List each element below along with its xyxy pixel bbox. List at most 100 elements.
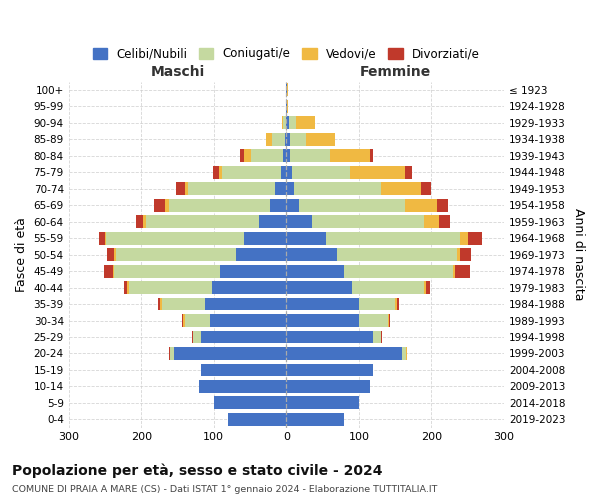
Bar (397, 298, 399, 310)
Bar (460, 232, 467, 244)
Bar (453, 264, 455, 278)
Bar (286, 264, 344, 278)
Bar (251, 150, 283, 162)
Bar (285, 133, 286, 145)
Bar (275, 182, 286, 195)
Bar (201, 330, 286, 344)
Bar (154, 199, 165, 211)
Bar (219, 166, 223, 178)
Bar (136, 216, 143, 228)
Bar (199, 380, 286, 393)
Bar (286, 298, 359, 310)
Bar (460, 248, 471, 261)
Bar (290, 133, 306, 145)
Bar (228, 413, 286, 426)
Bar (352, 281, 424, 294)
Bar (326, 232, 460, 244)
Bar (380, 330, 382, 344)
Bar (105, 232, 106, 244)
Bar (287, 84, 288, 96)
Bar (421, 182, 431, 195)
Bar (289, 116, 296, 130)
Bar (169, 347, 170, 360)
Bar (286, 248, 337, 261)
Bar (457, 248, 460, 261)
Bar (165, 199, 169, 211)
Bar (115, 248, 116, 261)
Bar (192, 330, 193, 344)
Bar (286, 133, 290, 145)
Bar (107, 248, 115, 261)
Bar (286, 380, 370, 393)
Bar (170, 347, 174, 360)
Bar (350, 166, 404, 178)
Bar (380, 182, 421, 195)
Bar (236, 248, 286, 261)
Bar (287, 100, 288, 113)
Bar (212, 281, 286, 294)
Bar (223, 166, 281, 178)
Bar (286, 232, 326, 244)
Bar (286, 364, 373, 376)
Y-axis label: Fasce di età: Fasce di età (15, 217, 28, 292)
Bar (213, 166, 219, 178)
Bar (286, 413, 344, 426)
Y-axis label: Anni di nascita: Anni di nascita (572, 208, 585, 301)
Bar (404, 199, 437, 211)
Bar (286, 396, 359, 409)
Bar (193, 330, 201, 344)
Text: Popolazione per età, sesso e stato civile - 2024: Popolazione per età, sesso e stato civil… (12, 464, 383, 478)
Bar (282, 116, 283, 130)
Bar (455, 264, 470, 278)
Bar (115, 264, 220, 278)
Bar (427, 281, 430, 294)
Bar (169, 199, 271, 211)
Bar (271, 199, 286, 211)
Bar (286, 330, 373, 344)
Bar (99, 232, 105, 244)
Bar (201, 364, 286, 376)
Bar (337, 248, 457, 261)
Bar (129, 281, 212, 294)
Bar (116, 248, 236, 261)
Bar (388, 314, 389, 327)
Bar (272, 133, 285, 145)
Bar (403, 347, 406, 360)
Text: Maschi: Maschi (151, 65, 205, 79)
Bar (286, 182, 293, 195)
Bar (104, 264, 113, 278)
Bar (286, 347, 403, 360)
Bar (106, 232, 244, 244)
Bar (404, 166, 412, 178)
Bar (344, 264, 453, 278)
Bar (286, 150, 290, 162)
Bar (244, 232, 286, 244)
Bar (124, 281, 127, 294)
Bar (306, 133, 335, 145)
Bar (143, 216, 146, 228)
Bar (467, 232, 482, 244)
Bar (185, 182, 188, 195)
Bar (158, 298, 160, 310)
Bar (160, 298, 161, 310)
Legend: Celibi/Nubili, Coniugati/e, Vedovi/e, Divorziati/e: Celibi/Nubili, Coniugati/e, Vedovi/e, Di… (88, 42, 485, 65)
Bar (183, 314, 185, 327)
Bar (293, 182, 380, 195)
Bar (359, 298, 395, 310)
Bar (266, 133, 272, 145)
Bar (286, 100, 287, 113)
Bar (205, 298, 286, 310)
Bar (330, 150, 370, 162)
Bar (359, 314, 388, 327)
Bar (188, 182, 275, 195)
Bar (113, 264, 115, 278)
Bar (286, 166, 292, 178)
Bar (146, 216, 259, 228)
Bar (161, 298, 205, 310)
Bar (311, 216, 424, 228)
Bar (292, 166, 350, 178)
Bar (244, 150, 251, 162)
Bar (127, 281, 129, 294)
Bar (286, 84, 287, 96)
Bar (286, 199, 299, 211)
